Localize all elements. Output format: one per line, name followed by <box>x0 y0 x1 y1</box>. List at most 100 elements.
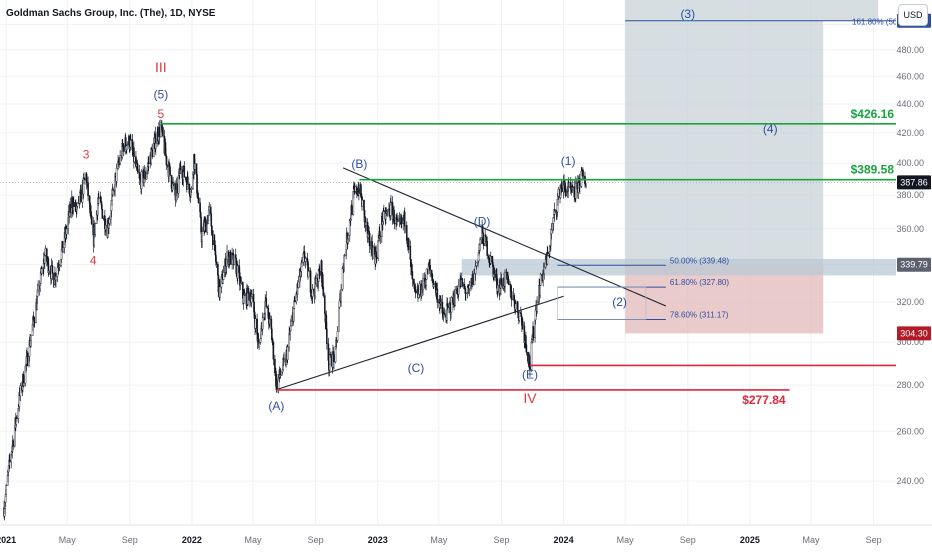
candle-body <box>169 166 171 176</box>
candle-body <box>514 303 517 310</box>
candle-body <box>536 302 538 312</box>
candle-body <box>525 344 528 353</box>
candle-body <box>343 255 346 257</box>
candle-body <box>97 197 100 200</box>
candle-body <box>447 305 449 308</box>
wave-label: (B) <box>351 157 367 171</box>
time-tick-label: Sep <box>493 535 509 545</box>
candle-body <box>322 286 325 296</box>
candle-body <box>144 171 146 180</box>
candle-body <box>309 270 312 293</box>
candle-body <box>130 139 132 141</box>
candle-body <box>454 289 456 306</box>
currency-button[interactable]: USD <box>898 4 928 26</box>
candle-body <box>229 251 232 265</box>
candle-body <box>215 261 218 265</box>
candle-body <box>259 338 262 343</box>
candle-body <box>414 286 417 292</box>
candle-body <box>532 326 535 338</box>
wave-label: (2) <box>612 295 627 309</box>
candle-body <box>265 298 268 307</box>
time-tick-label: Sep <box>308 535 324 545</box>
candle-body <box>363 199 365 211</box>
candle-body <box>5 485 7 495</box>
candle-body <box>358 188 360 194</box>
candle-body <box>30 335 32 341</box>
candle-body <box>418 283 421 295</box>
price-tick-label: 260.00 <box>896 426 924 436</box>
candle-body <box>261 317 264 330</box>
candle-body <box>217 263 219 276</box>
candle-body <box>190 188 193 190</box>
candle-body <box>457 285 460 295</box>
candle-body <box>286 346 289 361</box>
candle-body <box>162 127 164 137</box>
candle-body <box>147 162 150 164</box>
candle-body <box>197 197 200 203</box>
triangle-trendline-2 <box>276 295 564 391</box>
candle-body <box>187 176 189 185</box>
candle-body <box>62 247 64 252</box>
fib-level-label: 61.80% (327.80) <box>670 278 729 287</box>
candle-body <box>422 278 424 290</box>
candle-body <box>429 265 431 271</box>
candle-body <box>179 165 182 171</box>
candle-body <box>333 354 335 363</box>
candle-body <box>288 333 290 348</box>
candle-body <box>338 307 340 332</box>
candle-body <box>539 285 541 297</box>
candle-body <box>204 220 207 233</box>
candle-body <box>554 209 556 212</box>
candle-body <box>293 300 296 303</box>
candle-body <box>409 245 412 260</box>
candle-body <box>105 225 107 231</box>
candle-body <box>129 139 132 148</box>
level-price-label: $277.84 <box>742 393 786 407</box>
candle-body <box>183 166 186 178</box>
candle-body <box>343 255 345 268</box>
candle-body <box>377 240 380 259</box>
candle-body <box>500 278 503 285</box>
candle-body <box>450 297 453 313</box>
candle-body <box>336 331 339 341</box>
candle-body <box>222 279 224 284</box>
time-tick-label: 2021 <box>0 535 16 545</box>
time-tick-label: 2025 <box>740 535 760 545</box>
candle-body <box>479 239 481 246</box>
wave-label: III <box>155 59 167 75</box>
candle-body <box>507 279 510 285</box>
price-tick-label: 360.00 <box>896 224 924 234</box>
triangle-trendline-1 <box>342 167 667 307</box>
candle-body <box>489 256 492 264</box>
candle-body <box>236 265 239 279</box>
candle-body <box>354 186 357 192</box>
price-tick-label: 420.00 <box>896 128 924 138</box>
price-tag-label: 339.79 <box>900 260 928 270</box>
candle-body <box>579 185 581 188</box>
candle-body <box>168 163 171 167</box>
candle-body <box>201 231 203 243</box>
time-tick-label: May <box>245 535 263 545</box>
candle-body <box>307 270 310 278</box>
candle-body <box>557 188 560 197</box>
time-tick-label: Sep <box>680 535 696 545</box>
candle-body <box>492 261 494 267</box>
candle-body <box>350 205 353 215</box>
wave-label: (A) <box>268 399 284 413</box>
price-tag <box>897 326 931 341</box>
candle-body <box>279 374 282 377</box>
candle-body <box>69 203 72 213</box>
candle-body <box>16 417 18 419</box>
candle-body <box>8 459 11 463</box>
wave-label: (1) <box>561 154 576 168</box>
candle-body <box>12 440 15 447</box>
time-axis: 2021 May Sep 2022 May Sep 2023 May Sep 2024 May Sep… <box>0 524 932 545</box>
candle-body <box>318 271 321 276</box>
candle-body <box>251 294 253 297</box>
candle-body <box>252 294 255 303</box>
candle-body <box>326 328 328 344</box>
candle-body <box>292 308 295 322</box>
candle-body <box>486 241 489 256</box>
